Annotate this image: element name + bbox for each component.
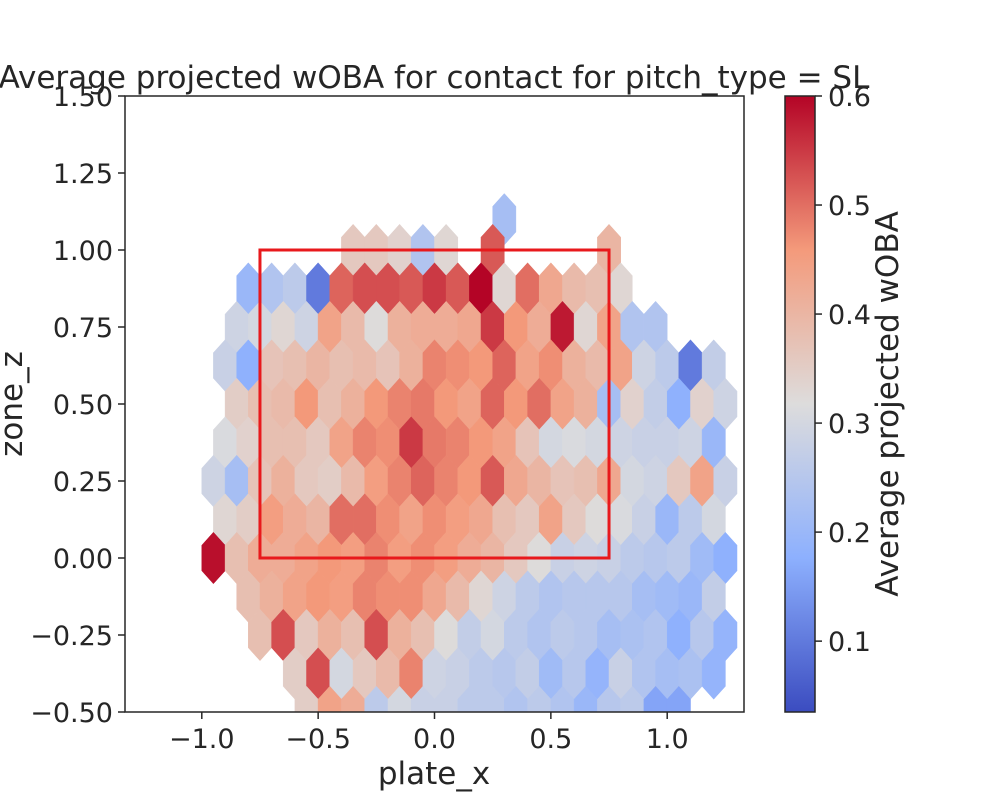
y-tick-label: −0.50	[30, 698, 113, 729]
colorbar-tick-label: 0.2	[828, 518, 871, 549]
colorbar-tick-label: 0.3	[828, 409, 871, 440]
y-tick-label: 1.00	[53, 236, 113, 267]
colorbar-tick-label: 0.6	[828, 82, 871, 113]
y-tick-label: 1.50	[53, 82, 113, 113]
y-tick-label: 0.00	[53, 544, 113, 575]
colorbar-tick-label: 0.5	[828, 191, 871, 222]
y-axis-label: zone_z	[0, 351, 30, 457]
y-tick-label: −0.25	[30, 621, 113, 652]
chart-title: Average projected wOBA for contact for p…	[0, 60, 870, 96]
hex-cell	[539, 763, 562, 800]
x-tick-label: −0.5	[285, 724, 351, 755]
hex-cell	[493, 725, 516, 776]
colorbar-label: Average projected wOBA	[870, 211, 906, 597]
x-tick-label: 0.0	[413, 724, 456, 755]
colorbar-gradient	[784, 95, 816, 713]
y-axis: −0.50 −0.25 0.00 0.25 0.50 0.75 1.00 1.25 1.50	[30, 82, 125, 729]
x-tick-label: 1.0	[646, 724, 689, 755]
x-axis-label: plate_x	[378, 756, 490, 792]
colorbar-tick-label: 0.1	[828, 627, 871, 658]
colorbar-tick-label: 0.4	[828, 300, 871, 331]
x-tick-label: −1.0	[169, 724, 235, 755]
hexbin-layer	[201, 193, 738, 800]
strike-zone	[258, 248, 611, 560]
colorbar: 0.1 0.2 0.3 0.4 0.5 0.6 Average projected wOB…	[784, 82, 906, 713]
y-tick-label: 0.25	[53, 467, 113, 498]
hex-cell	[701, 647, 726, 700]
y-tick-label: 1.25	[53, 159, 113, 190]
x-axis: −1.0 −0.5 0.0 0.5 1.0	[169, 712, 689, 755]
y-tick-label: 0.50	[53, 390, 113, 421]
hex-cell	[666, 685, 691, 712]
x-tick-label: 0.5	[529, 724, 572, 755]
y-tick-label: 0.75	[53, 313, 113, 344]
colorbar-ticks: 0.1 0.2 0.3 0.4 0.5 0.6	[815, 82, 871, 658]
